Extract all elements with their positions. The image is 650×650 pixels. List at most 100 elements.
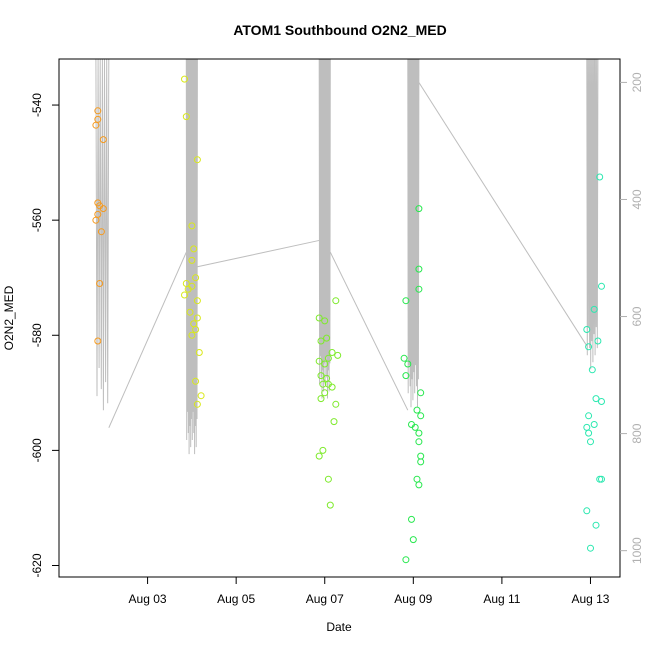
data-point	[583, 326, 591, 333]
data-point	[400, 354, 408, 362]
data-point	[321, 360, 329, 368]
data-point	[192, 274, 200, 282]
depth-trace	[95, 58, 599, 455]
y2-tick-label: 800	[630, 423, 644, 443]
data-point	[188, 331, 196, 339]
data-point	[583, 423, 591, 431]
data-point	[188, 256, 196, 264]
data-point	[411, 423, 419, 431]
data-point	[190, 245, 198, 253]
data-point	[321, 317, 329, 325]
y2-tick-label: 200	[630, 72, 644, 92]
data-point	[592, 521, 600, 529]
data-point	[402, 297, 410, 305]
data-point	[315, 452, 323, 460]
y2-tick-label: 400	[630, 189, 644, 209]
data-point	[324, 475, 332, 483]
data-point	[328, 383, 336, 391]
data-point	[181, 75, 188, 83]
data-point	[592, 395, 600, 403]
data-point	[96, 280, 104, 287]
data-point	[415, 285, 423, 293]
data-point	[330, 418, 338, 426]
y-tick-label: -580	[30, 323, 44, 347]
depth-profile-1	[185, 58, 198, 455]
data-point	[413, 475, 421, 483]
depth-connector-2	[329, 251, 409, 411]
data-point	[181, 291, 188, 299]
data-point	[326, 501, 334, 509]
data-point	[417, 412, 425, 420]
data-point	[417, 389, 425, 397]
data-point	[402, 556, 410, 564]
data-point	[415, 438, 423, 446]
data-point	[413, 406, 421, 414]
data-point	[587, 544, 594, 552]
data-point	[415, 265, 423, 273]
data-point	[415, 481, 423, 489]
x-tick-label: Aug 07	[306, 592, 344, 606]
data-point	[193, 400, 201, 408]
data-point	[588, 366, 596, 374]
data-point	[417, 458, 425, 466]
data-point	[94, 107, 102, 115]
data-point	[192, 377, 200, 385]
data-point	[99, 205, 107, 213]
y-tick-label: -600	[30, 438, 44, 462]
data-point	[587, 438, 594, 446]
data-point	[193, 156, 201, 164]
data-point	[186, 308, 194, 316]
data-point	[315, 357, 323, 365]
data-point	[92, 121, 100, 129]
data-point	[598, 282, 605, 290]
data-point	[415, 429, 423, 437]
data-point	[315, 314, 323, 322]
y-tick-label: -540	[30, 93, 44, 117]
data-point	[596, 173, 604, 181]
data-point	[417, 452, 425, 460]
x-axis-label: Date	[326, 620, 352, 634]
data-point	[317, 337, 325, 345]
data-point	[332, 400, 340, 408]
data-point	[317, 395, 325, 403]
data-point	[583, 507, 591, 515]
data-point	[193, 297, 201, 305]
x-tick-label: Aug 09	[394, 592, 432, 606]
depth-profile-2	[318, 58, 331, 399]
data-point	[409, 536, 417, 544]
data-point	[319, 446, 327, 454]
data-points	[92, 75, 605, 564]
data-point	[585, 412, 593, 420]
y2-tick-label: 1000	[630, 537, 644, 564]
data-point	[585, 343, 593, 351]
data-point	[408, 515, 415, 523]
data-point	[328, 349, 336, 356]
data-point	[192, 326, 200, 333]
y2-tick-label: 600	[630, 306, 644, 326]
data-point	[594, 337, 602, 345]
data-point	[193, 314, 201, 322]
x-tick-label: Aug 05	[217, 592, 255, 606]
x-tick-label: Aug 03	[129, 592, 167, 606]
y-axis-label: O2N2_MED	[2, 285, 16, 350]
axes: Aug 03 Aug 05 Aug 07 Aug 09 Aug 11 Aug 13 -540…	[30, 58, 644, 606]
depth-connector-1	[197, 239, 320, 268]
data-point	[182, 113, 190, 121]
data-point	[99, 136, 107, 144]
data-point	[402, 372, 410, 380]
x-tick-label: Aug 11	[483, 592, 520, 606]
data-point	[590, 305, 598, 313]
data-point	[92, 216, 100, 224]
depth-profile-3	[407, 58, 420, 408]
depth-connector-3	[418, 82, 588, 347]
plot-frame	[58, 58, 621, 578]
data-point	[585, 429, 593, 437]
data-point	[197, 392, 205, 400]
depth-profile-4	[586, 58, 599, 370]
data-point	[195, 349, 203, 356]
data-point	[590, 421, 598, 428]
data-point	[94, 337, 102, 345]
depth-connector-0	[108, 251, 187, 428]
data-point	[188, 222, 196, 230]
